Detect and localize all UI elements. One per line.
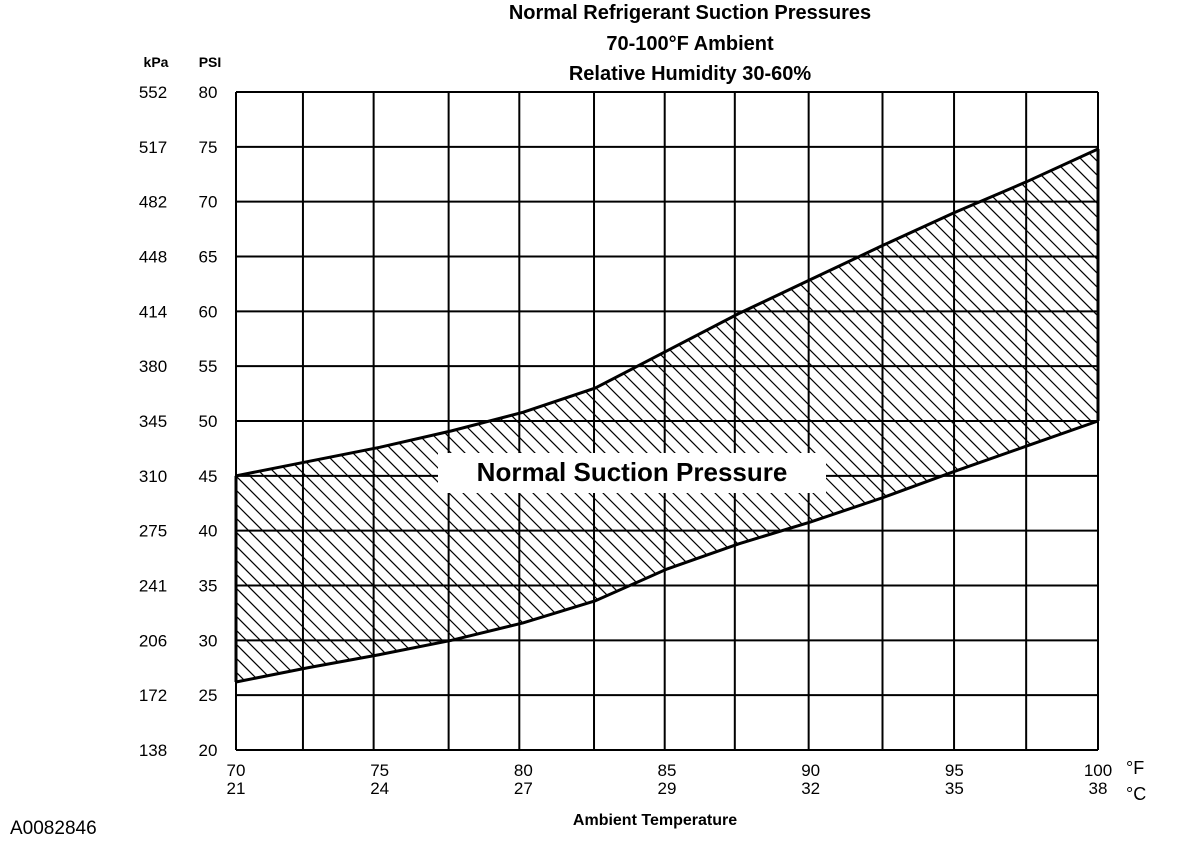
y-tick-psi-70: 70 (199, 193, 218, 212)
y-tick-psi-25: 25 (199, 686, 218, 705)
y-tick-psi-50: 50 (199, 412, 218, 431)
x-tick-c-24: 24 (370, 779, 389, 798)
y-tick-kpa-552: 552 (139, 83, 167, 102)
y-tick-psi-75: 75 (199, 138, 218, 157)
y-tick-psi-40: 40 (199, 522, 218, 541)
y-tick-kpa-345: 345 (139, 412, 167, 431)
chart-title-line-1: Normal Refrigerant Suction Pressures (508, 2, 872, 24)
y-tick-kpa-206: 206 (139, 631, 167, 650)
y-tick-psi-45: 45 (199, 467, 218, 486)
y-axis-ticks: 552 80 517 75 482 70 448 65 414 60 380 55 345 50 310 45… (139, 83, 218, 760)
x-axis-label: Ambient Temperature (573, 812, 737, 829)
y-tick-kpa-517: 517 (139, 138, 167, 157)
grid-lines (235, 91, 1099, 751)
y-tick-kpa-482: 482 (139, 193, 167, 212)
x-tick-c-32: 32 (801, 779, 820, 798)
y-tick-kpa-310: 310 (139, 467, 167, 486)
x-tick-f-70: 70 (227, 761, 246, 780)
x-tick-f-100: 100 (1084, 761, 1112, 780)
y-tick-psi-20: 20 (199, 741, 218, 760)
y-tick-psi-55: 55 (199, 357, 218, 376)
y-tick-kpa-414: 414 (139, 302, 167, 321)
x-unit-f: °F (1126, 758, 1144, 778)
x-tick-c-21: 21 (227, 779, 246, 798)
y-tick-kpa-448: 448 (139, 248, 167, 267)
y-tick-kpa-380: 380 (139, 357, 167, 376)
y-tick-psi-80: 80 (199, 83, 218, 102)
x-tick-f-95: 95 (945, 761, 964, 780)
x-tick-c-35: 35 (945, 779, 964, 798)
y-tick-psi-65: 65 (199, 248, 218, 267)
lower-boundary-line (235, 419, 1099, 684)
band-label-background (438, 453, 826, 493)
upper-boundary-line (235, 147, 1099, 478)
x-tick-c-38: 38 (1089, 779, 1108, 798)
y-unit-psi: PSI (199, 54, 222, 70)
y-tick-kpa-172: 172 (139, 686, 167, 705)
band-label: Normal Suction Pressure (477, 457, 788, 487)
x-unit-c: °C (1126, 784, 1146, 804)
y-tick-kpa-275: 275 (139, 522, 167, 541)
y-tick-kpa-241: 241 (139, 577, 167, 596)
x-tick-f-90: 90 (801, 761, 820, 780)
chart-title-line-3: Relative Humidity 30-60% (568, 63, 812, 85)
y-tick-psi-35: 35 (199, 577, 218, 596)
reference-id: A0082846 (10, 818, 97, 839)
x-tick-f-80: 80 (514, 761, 533, 780)
chart-title-line-2: 70-100°F Ambient (606, 33, 774, 55)
x-tick-c-29: 29 (658, 779, 677, 798)
y-unit-kpa: kPa (144, 54, 169, 70)
y-tick-kpa-138: 138 (139, 741, 167, 760)
y-tick-psi-60: 60 (199, 302, 218, 321)
x-tick-f-85: 85 (658, 761, 677, 780)
x-tick-f-75: 75 (370, 761, 389, 780)
y-tick-psi-30: 30 (199, 631, 218, 650)
x-tick-c-27: 27 (514, 779, 533, 798)
